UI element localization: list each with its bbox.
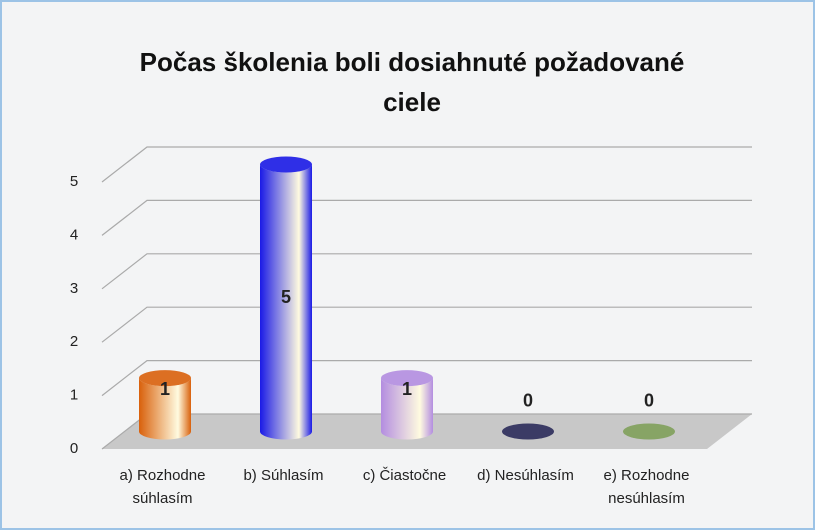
cylinder	[381, 378, 433, 440]
cylinder-top	[502, 423, 554, 440]
x-tick-label: b) Súhlasím	[243, 467, 324, 484]
grid-line	[101, 199, 752, 236]
grid-line	[101, 306, 752, 343]
cylinder-top	[381, 370, 433, 387]
y-tick-label: 3	[70, 280, 78, 297]
y-tick-label: 2	[70, 333, 78, 350]
y-tick-label: 1	[70, 387, 78, 404]
y-tick-label: 4	[70, 226, 78, 243]
chart-title: Počas školenia boli dosiahnuté požadovan…	[139, 47, 685, 117]
cylinder-top	[260, 156, 312, 173]
data-label: 0	[644, 390, 654, 410]
cylinder	[139, 378, 191, 440]
cylinder	[260, 164, 312, 440]
y-tick-label: 5	[70, 173, 78, 190]
cylinder-top	[623, 423, 675, 440]
y-tick-label: 0	[70, 440, 78, 457]
x-tick-label: a) Rozhodne súhlasím	[119, 467, 206, 507]
grid-line	[101, 146, 752, 183]
data-label: 1	[402, 379, 412, 399]
x-tick-label: e) Rozhodne nesúhlasím	[603, 467, 690, 507]
data-label: 0	[523, 390, 533, 410]
grid-line	[101, 360, 752, 397]
cylinder-top	[139, 370, 191, 387]
grid-line	[101, 253, 752, 290]
x-tick-label: d) Nesúhlasím	[477, 467, 574, 484]
x-tick-label: c) Čiastočne	[362, 467, 447, 484]
data-label: 5	[281, 287, 291, 307]
data-label: 1	[160, 379, 170, 399]
